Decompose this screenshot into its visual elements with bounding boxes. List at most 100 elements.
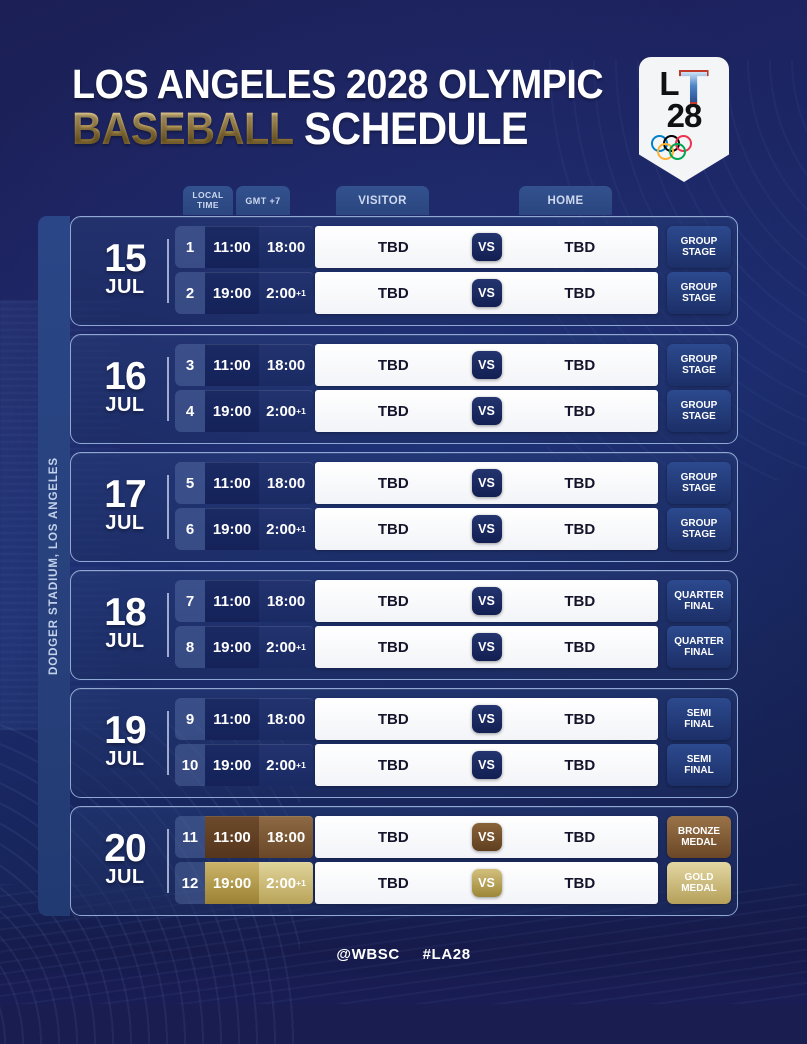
teams-cell: TBD VS TBD bbox=[315, 744, 658, 786]
date-month: JUL bbox=[105, 748, 145, 771]
game-number: 5 bbox=[175, 462, 205, 504]
vs-badge: VS bbox=[471, 587, 502, 615]
date-separator bbox=[167, 356, 169, 422]
visitor-team: TBD bbox=[377, 592, 409, 610]
date-cell: 17 JUL bbox=[83, 453, 167, 561]
game-number: 9 bbox=[175, 698, 205, 740]
match-row: 4 19:00 2:00 +1 TBD VS TBD GROUP STAGE bbox=[175, 390, 731, 432]
local-time-cell: 19:00 bbox=[205, 626, 259, 668]
visitor-team: TBD bbox=[377, 756, 409, 774]
logo-letter-l: L bbox=[659, 65, 679, 102]
gmt-time-cell: 18:00 bbox=[259, 226, 313, 268]
visitor-team: TBD bbox=[377, 356, 409, 374]
logo-number-28: 28 bbox=[666, 97, 703, 134]
date-group: 18 JUL 7 11:00 18:00 TBD VS TBD QUARTER FINAL 8 19:… bbox=[70, 570, 738, 680]
date-cell: 15 JUL bbox=[83, 217, 167, 325]
visitor-team: TBD bbox=[377, 638, 409, 656]
teams-cell: TBD VS TBD bbox=[315, 344, 658, 386]
column-header-local-time: LOCAL TIME bbox=[183, 186, 233, 215]
date-separator bbox=[167, 710, 169, 776]
local-time-cell: 19:00 bbox=[205, 272, 259, 314]
home-team: TBD bbox=[564, 756, 596, 774]
stage-badge: GROUP STAGE bbox=[667, 508, 731, 550]
game-number: 1 bbox=[175, 226, 205, 268]
date-separator bbox=[167, 474, 169, 540]
vs-badge: VS bbox=[471, 279, 502, 307]
date-day: 19 bbox=[104, 708, 146, 752]
local-time-cell: 11:00 bbox=[205, 462, 259, 504]
stage-badge: BRONZE MEDAL bbox=[667, 816, 731, 858]
page-header: LOS ANGELES 2028 OLYMPIC BASEBALL SCHEDU… bbox=[72, 61, 742, 184]
vs-badge: VS bbox=[471, 705, 502, 733]
date-cell: 18 JUL bbox=[83, 571, 167, 679]
vs-badge: VS bbox=[471, 869, 502, 897]
date-separator bbox=[167, 828, 169, 894]
gmt-time-cell: 2:00 +1 bbox=[259, 508, 313, 550]
date-group: 20 JUL 11 11:00 18:00 TBD VS TBD BRONZE MEDAL 12 19… bbox=[70, 806, 738, 916]
match-row: 7 11:00 18:00 TBD VS TBD QUARTER FINAL bbox=[175, 580, 731, 622]
visitor-team: TBD bbox=[377, 874, 409, 892]
teams-cell: TBD VS TBD bbox=[315, 862, 658, 904]
date-group: 17 JUL 5 11:00 18:00 TBD VS TBD GROUP STAGE 6 19:00… bbox=[70, 452, 738, 562]
vs-badge: VS bbox=[471, 515, 502, 543]
vs-badge: VS bbox=[471, 751, 502, 779]
match-row: 10 19:00 2:00 +1 TBD VS TBD SEMI FINAL bbox=[175, 744, 731, 786]
date-separator bbox=[167, 592, 169, 658]
gmt-time-cell: 18:00 bbox=[259, 580, 313, 622]
home-team: TBD bbox=[564, 238, 596, 256]
footer-hashtag: #LA28 bbox=[422, 946, 471, 963]
game-number: 8 bbox=[175, 626, 205, 668]
gmt-time-cell: 2:00 +1 bbox=[259, 626, 313, 668]
date-cell: 19 JUL bbox=[83, 689, 167, 797]
teams-cell: TBD VS TBD bbox=[315, 390, 658, 432]
date-month: JUL bbox=[105, 866, 145, 889]
stage-badge: SEMI FINAL bbox=[667, 744, 731, 786]
home-team: TBD bbox=[564, 520, 596, 538]
match-row: 3 11:00 18:00 TBD VS TBD GROUP STAGE bbox=[175, 344, 731, 386]
vs-badge: VS bbox=[471, 469, 502, 497]
local-time-cell: 11:00 bbox=[205, 344, 259, 386]
date-day: 16 bbox=[104, 354, 146, 398]
visitor-team: TBD bbox=[377, 474, 409, 492]
home-team: TBD bbox=[564, 356, 596, 374]
home-team: TBD bbox=[564, 874, 596, 892]
la28-logo: L 28 bbox=[639, 57, 729, 182]
local-time-cell: 11:00 bbox=[205, 816, 259, 858]
date-cell: 16 JUL bbox=[83, 335, 167, 443]
game-number: 4 bbox=[175, 390, 205, 432]
stage-badge: GROUP STAGE bbox=[667, 344, 731, 386]
local-time-cell: 11:00 bbox=[205, 580, 259, 622]
date-day: 20 bbox=[104, 826, 146, 870]
gmt-time-cell: 2:00 +1 bbox=[259, 744, 313, 786]
page-title-line1: LOS ANGELES 2028 OLYMPIC bbox=[72, 61, 604, 107]
gmt-time-cell: 18:00 bbox=[259, 344, 313, 386]
match-row: 6 19:00 2:00 +1 TBD VS TBD GROUP STAGE bbox=[175, 508, 731, 550]
date-day: 15 bbox=[104, 236, 146, 280]
next-day-marker: +1 bbox=[296, 288, 306, 298]
local-time-cell: 19:00 bbox=[205, 744, 259, 786]
gmt-time-cell: 18:00 bbox=[259, 698, 313, 740]
stage-badge: SEMI FINAL bbox=[667, 698, 731, 740]
vs-badge: VS bbox=[471, 233, 502, 261]
date-group: 15 JUL 1 11:00 18:00 TBD VS TBD GROUP STAGE 2 19:00… bbox=[70, 216, 738, 326]
next-day-marker: +1 bbox=[296, 878, 306, 888]
date-group: 16 JUL 3 11:00 18:00 TBD VS TBD GROUP STAGE 4 19:00… bbox=[70, 334, 738, 444]
local-time-cell: 11:00 bbox=[205, 698, 259, 740]
local-time-cell: 11:00 bbox=[205, 226, 259, 268]
game-number: 7 bbox=[175, 580, 205, 622]
visitor-team: TBD bbox=[377, 238, 409, 256]
match-row: 9 11:00 18:00 TBD VS TBD SEMI FINAL bbox=[175, 698, 731, 740]
local-time-cell: 19:00 bbox=[205, 390, 259, 432]
teams-cell: TBD VS TBD bbox=[315, 816, 658, 858]
stage-badge: GROUP STAGE bbox=[667, 226, 731, 268]
game-number: 12 bbox=[175, 862, 205, 904]
visitor-team: TBD bbox=[377, 520, 409, 538]
page-title-baseball: BASEBALL bbox=[72, 103, 293, 155]
stage-badge: GROUP STAGE bbox=[667, 462, 731, 504]
date-cell: 20 JUL bbox=[83, 807, 167, 915]
date-month: JUL bbox=[105, 630, 145, 653]
game-number: 10 bbox=[175, 744, 205, 786]
stage-badge: GROUP STAGE bbox=[667, 272, 731, 314]
next-day-marker: +1 bbox=[296, 642, 306, 652]
stage-badge: GOLD MEDAL bbox=[667, 862, 731, 904]
